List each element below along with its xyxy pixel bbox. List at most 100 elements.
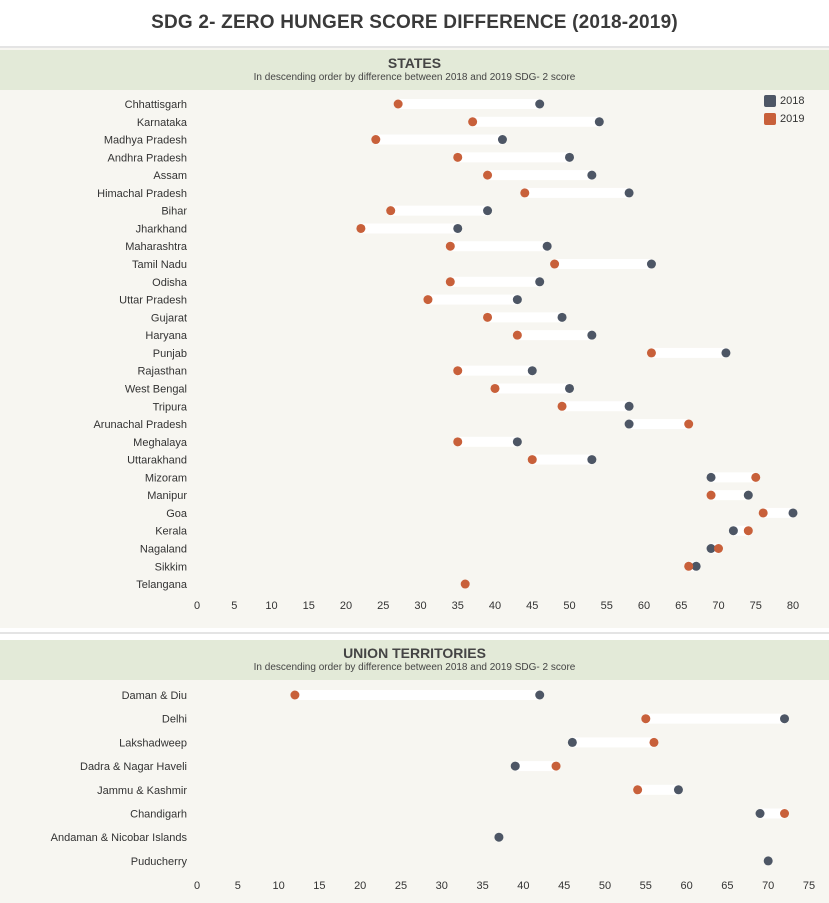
ut-point-2019[interactable]	[290, 690, 300, 700]
states-point-2019[interactable]	[550, 259, 560, 269]
states-point-2018[interactable]	[565, 152, 574, 162]
legend-item-2018[interactable]: 2018	[764, 92, 804, 110]
states-point-2019[interactable]	[483, 312, 493, 322]
ut-point-2018[interactable]	[567, 737, 577, 747]
states-point-2019[interactable]	[393, 99, 403, 109]
states-point-2019[interactable]	[557, 401, 567, 411]
ut-point-2019[interactable]	[551, 761, 561, 771]
legend-item-2019[interactable]: 2019	[764, 110, 804, 128]
ut-x-tick-label: 60	[680, 880, 692, 892]
states-x-tick-label: 20	[340, 600, 352, 612]
states-connector-bar	[472, 116, 600, 127]
panel-divider	[0, 632, 829, 634]
ut-point-2018[interactable]	[755, 809, 765, 818]
ut-point-2018[interactable]	[535, 690, 545, 700]
states-point-2019[interactable]	[453, 437, 463, 447]
states-row-label: Rajasthan	[137, 366, 187, 378]
states-point-2018[interactable]	[624, 419, 634, 429]
states-row-label: Tamil Nadu	[132, 259, 187, 271]
states-point-2018[interactable]	[706, 544, 716, 553]
states-point-2019[interactable]	[743, 526, 753, 536]
states-panel-title: STATES	[387, 55, 442, 71]
ut-point-2019[interactable]	[649, 737, 659, 747]
states-row-label: Himachal Pradesh	[97, 188, 187, 200]
states-point-2019[interactable]	[356, 223, 366, 233]
states-point-2018[interactable]	[535, 277, 545, 287]
states-point-2019[interactable]	[684, 561, 694, 571]
states-x-tick-label: 0	[194, 600, 200, 612]
states-point-2018[interactable]	[512, 437, 522, 447]
states-point-2019[interactable]	[490, 383, 500, 393]
ut-point-2018[interactable]	[673, 785, 683, 795]
states-point-2018[interactable]	[527, 366, 537, 376]
states-point-2019[interactable]	[646, 348, 656, 358]
states-point-2018[interactable]	[512, 295, 522, 305]
ut-x-tick-label: 10	[272, 880, 284, 892]
states-point-2019[interactable]	[714, 544, 723, 553]
states-point-2019[interactable]	[512, 330, 522, 340]
states-point-2018[interactable]	[483, 206, 493, 216]
states-point-2018[interactable]	[587, 330, 597, 340]
states-point-2019[interactable]	[453, 152, 463, 162]
legend-swatch-2018	[764, 95, 776, 107]
states-point-2019[interactable]	[520, 188, 530, 198]
states-row-label: Bihar	[161, 206, 187, 218]
states-point-2019[interactable]	[453, 366, 463, 376]
states-point-2019[interactable]	[706, 490, 716, 500]
ut-x-tick-label: 45	[558, 880, 570, 892]
states-point-2019[interactable]	[527, 455, 537, 465]
states-point-2019[interactable]	[445, 277, 455, 287]
states-point-2019[interactable]	[468, 117, 478, 127]
states-point-2019[interactable]	[758, 508, 768, 518]
states-point-2019[interactable]	[445, 241, 455, 251]
ut-row-label: Jammu & Kashmir	[97, 785, 187, 797]
states-point-2019[interactable]	[483, 170, 493, 180]
states-point-2019[interactable]	[371, 135, 381, 145]
states-point-2018[interactable]	[624, 188, 634, 198]
ut-point-2018[interactable]	[763, 856, 773, 866]
ut-point-2018[interactable]	[780, 714, 790, 724]
states-point-2018[interactable]	[557, 312, 567, 322]
states-point-2019[interactable]	[386, 206, 396, 216]
states-point-2018[interactable]	[542, 241, 552, 251]
states-connector-bar	[457, 152, 570, 163]
ut-point-2018[interactable]	[494, 832, 504, 842]
ut-x-tick-label: 55	[640, 880, 652, 892]
states-point-2018[interactable]	[453, 223, 463, 233]
ut-point-2018[interactable]	[510, 761, 520, 771]
ut-x-tick-label: 20	[354, 880, 366, 892]
states-point-2018[interactable]	[624, 401, 634, 411]
ut-row-label: Dadra & Nagar Haveli	[80, 761, 187, 773]
states-row-label: West Bengal	[125, 383, 187, 395]
states-row-label: Chhattisgarh	[125, 99, 187, 111]
states-point-2018[interactable]	[594, 117, 604, 127]
states-connector-bar	[711, 472, 756, 483]
ut-x-tick-label: 5	[235, 880, 241, 892]
states-point-2019[interactable]	[684, 419, 694, 429]
ut-point-2019[interactable]	[780, 809, 790, 818]
states-point-2018[interactable]	[497, 135, 507, 145]
states-point-2019[interactable]	[751, 472, 761, 482]
ut-point-2019[interactable]	[641, 714, 651, 724]
states-point-2018[interactable]	[743, 490, 753, 500]
states-x-tick-label: 50	[563, 600, 575, 612]
states-point-2019[interactable]	[460, 579, 470, 589]
states-point-2018[interactable]	[565, 383, 574, 393]
states-connector-bar	[495, 383, 570, 394]
ut-point-2019[interactable]	[633, 785, 643, 795]
states-row-label: Uttarakhand	[127, 455, 187, 467]
states-point-2018[interactable]	[706, 472, 716, 482]
states-point-2019[interactable]	[423, 295, 433, 305]
states-point-2018[interactable]	[728, 526, 738, 536]
states-point-2018[interactable]	[587, 455, 597, 465]
states-row-label: Madhya Pradesh	[104, 135, 187, 147]
states-x-tick-label: 60	[638, 600, 650, 612]
states-point-2018[interactable]	[535, 99, 545, 109]
states-x-tick-label: 80	[787, 600, 799, 612]
states-point-2018[interactable]	[587, 170, 597, 180]
states-point-2018[interactable]	[691, 561, 701, 571]
states-connector-bar	[711, 490, 749, 501]
states-point-2018[interactable]	[721, 348, 731, 358]
states-point-2018[interactable]	[646, 259, 656, 269]
states-point-2018[interactable]	[788, 508, 798, 518]
